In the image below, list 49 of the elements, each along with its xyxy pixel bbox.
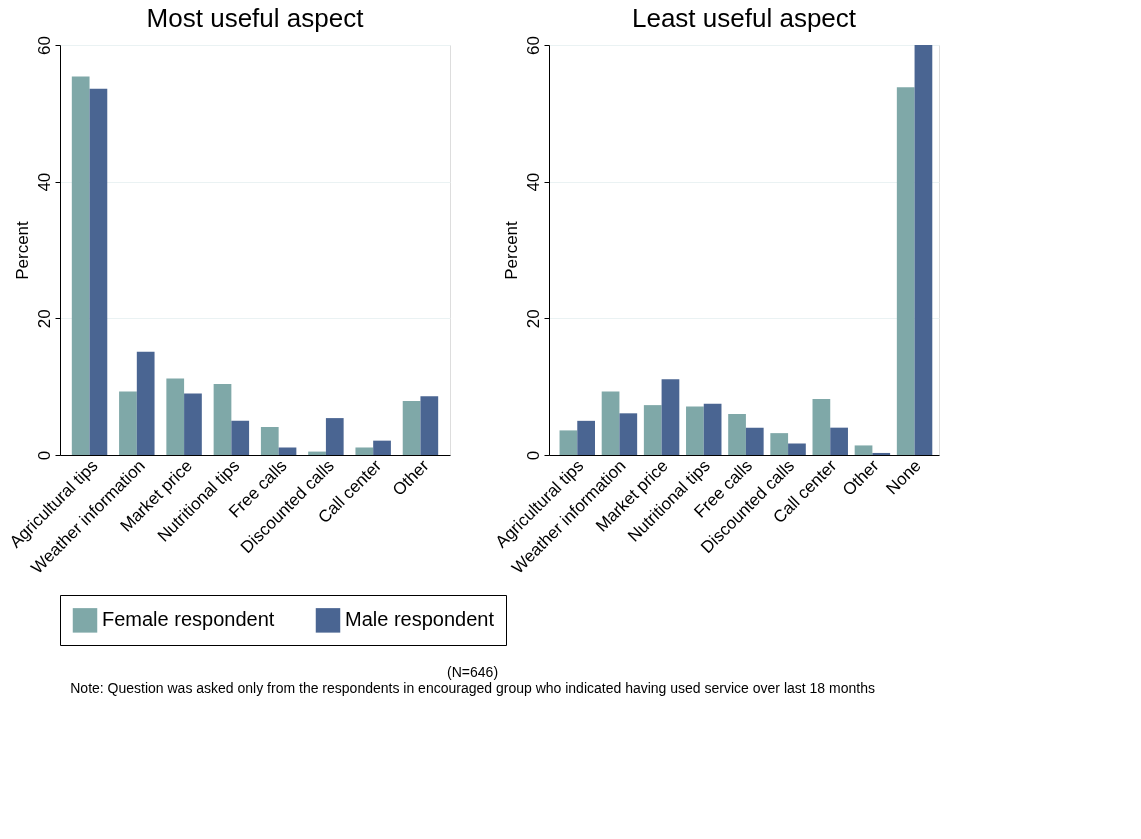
bar — [373, 440, 391, 455]
bar — [231, 420, 250, 455]
bar — [402, 401, 421, 455]
bar — [166, 378, 185, 455]
chart-title: Least useful aspect — [631, 2, 857, 33]
bar — [812, 398, 831, 455]
bar — [559, 430, 578, 455]
bar — [661, 379, 680, 455]
bar — [184, 393, 202, 455]
y-tick-label: 0 — [34, 450, 54, 461]
text: Note: Question was asked only from the respondents in encouraged group who indicated having used service over last 18 months — [70, 679, 875, 696]
y-axis-title: Percent — [12, 220, 32, 280]
bar — [830, 427, 848, 455]
bar — [896, 87, 915, 455]
bar — [914, 45, 933, 455]
bar — [89, 88, 108, 455]
bar — [728, 414, 746, 455]
y-tick-label: 20 — [523, 309, 543, 329]
bar — [854, 445, 873, 455]
bar — [745, 427, 764, 455]
bar — [260, 426, 279, 455]
bar — [788, 443, 806, 455]
bar — [703, 403, 722, 455]
bar — [643, 405, 662, 455]
legend-label: Male respondent — [345, 608, 495, 631]
bar — [119, 391, 137, 455]
bar — [420, 396, 439, 455]
bar — [71, 76, 90, 455]
legend-label: Female respondent — [102, 608, 275, 631]
bar — [601, 391, 620, 455]
bar — [278, 447, 297, 455]
bar — [577, 420, 595, 455]
text: (N=646) — [447, 663, 499, 680]
bar — [136, 351, 155, 455]
bar — [355, 447, 374, 455]
y-tick-label: 20 — [34, 309, 54, 329]
bar — [325, 418, 344, 455]
y-tick-label: 40 — [34, 172, 54, 192]
y-axis-title: Percent — [501, 220, 521, 280]
bar — [686, 406, 704, 455]
chart-title: Most useful aspect — [146, 2, 365, 33]
y-tick-label: 40 — [523, 172, 543, 192]
bar — [770, 433, 789, 455]
y-tick-label: 60 — [34, 36, 54, 55]
bar — [872, 452, 891, 455]
bar — [213, 383, 232, 455]
bar — [619, 413, 638, 455]
y-tick-label: 0 — [523, 450, 543, 461]
y-tick-label: 60 — [523, 36, 543, 55]
